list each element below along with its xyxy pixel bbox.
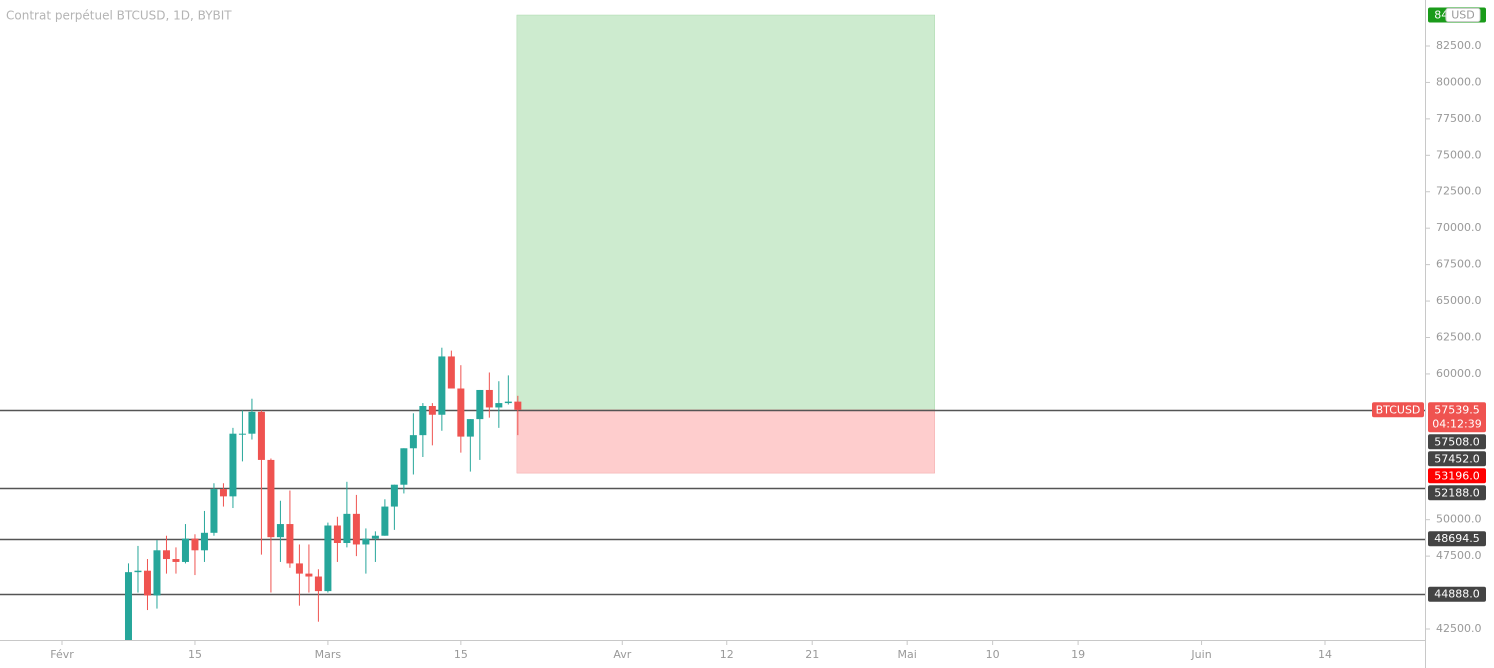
candle-body (172, 559, 180, 562)
x-tick-label: 15 (454, 648, 468, 661)
y-tick-label: 62500.0 (1436, 330, 1482, 343)
candle-body (305, 573, 313, 577)
y-tick-label: 77500.0 (1436, 112, 1482, 125)
y-tick-label: 47500.0 (1436, 549, 1482, 562)
candle-body (143, 570, 151, 596)
candle-body (485, 389, 493, 408)
candle-body (409, 435, 417, 449)
profit-zone (516, 14, 935, 411)
currency-badge (1445, 8, 1481, 23)
candle-body (333, 525, 341, 544)
candle-body (371, 535, 379, 539)
price-label-bg (1428, 531, 1486, 547)
candle-body (362, 538, 370, 545)
x-tick-label: Juin (1190, 648, 1211, 661)
candle-body (286, 524, 294, 564)
y-tick-label: 80000.0 (1436, 75, 1482, 88)
x-tick-label: Mai (898, 648, 917, 661)
candle-body (381, 506, 389, 536)
price-label: 57452.0 (1434, 452, 1480, 465)
candle-body (466, 419, 474, 437)
price-label-bg (1428, 485, 1486, 501)
candle-body (153, 550, 161, 596)
candle-body (343, 513, 351, 544)
plot-area (0, 14, 1425, 640)
price-label: 57539.5 (1434, 403, 1480, 416)
candle-body (134, 570, 142, 573)
candle-body (438, 356, 446, 415)
price-label-bg (1428, 468, 1486, 484)
y-tick-label: 50000.0 (1436, 513, 1482, 526)
price-label: 52188.0 (1434, 486, 1480, 499)
y-tick-label: 70000.0 (1436, 221, 1482, 234)
symbol-label: BTCUSD (1376, 403, 1421, 416)
candle-body (181, 538, 189, 562)
candle-body (276, 524, 284, 538)
countdown: 04:12:39 (1432, 417, 1481, 430)
y-tick-label: 65000.0 (1436, 294, 1482, 307)
candle-body (238, 433, 246, 435)
candle-body (124, 572, 132, 640)
price-label-bg (1428, 586, 1486, 602)
y-tick-label: 42500.0 (1436, 622, 1482, 635)
candle-body (419, 405, 427, 436)
currency-label: USD (1451, 9, 1475, 22)
x-tick-label: 15 (188, 648, 202, 661)
candle-body (162, 550, 170, 560)
candle-body (504, 401, 512, 404)
candle-body (390, 484, 398, 507)
candle-body (191, 538, 199, 551)
candle-body (295, 563, 303, 574)
price-label-bg (1428, 451, 1486, 467)
candle-body (352, 513, 360, 545)
candle-body (229, 433, 237, 497)
candle-body (428, 405, 436, 415)
loss-zone (516, 409, 935, 474)
price-label: 57508.0 (1434, 435, 1480, 448)
candle-body (400, 448, 408, 485)
x-tick-label: Févr (50, 648, 74, 661)
x-tick-label: 10 (986, 648, 1000, 661)
price-label: 48694.5 (1434, 532, 1480, 545)
y-tick-label: 72500.0 (1436, 185, 1482, 198)
price-label: 53196.0 (1434, 469, 1480, 482)
y-tick-label: 67500.0 (1436, 258, 1482, 271)
candle-body (457, 388, 465, 437)
chart-title: Contrat perpétuel BTCUSD, 1D, BYBIT (6, 9, 232, 23)
x-tick-label: 21 (805, 648, 819, 661)
candle-body (324, 525, 332, 592)
price-label-bg (1428, 402, 1486, 433)
candle-body (210, 489, 218, 533)
x-tick-label: Mars (315, 648, 342, 661)
x-tick-label: 19 (1071, 648, 1085, 661)
candle-body (514, 401, 522, 410)
x-tick-label: 12 (720, 648, 734, 661)
x-tick-label: Avr (613, 648, 631, 661)
y-tick-label: 75000.0 (1436, 148, 1482, 161)
y-tick-label: 82500.0 (1436, 39, 1482, 52)
x-tick-label: 14 (1318, 648, 1332, 661)
candle-body (219, 489, 227, 497)
price-label-bg (1428, 434, 1486, 450)
candle-body (248, 411, 256, 434)
price-label: 44888.0 (1434, 588, 1480, 601)
candle-body (267, 459, 275, 538)
candle-body (495, 403, 503, 408)
candle-body (314, 576, 322, 592)
candle-body (200, 532, 208, 551)
candle-body (447, 356, 455, 389)
y-tick-label: 60000.0 (1436, 367, 1482, 380)
symbol-badge (1372, 402, 1424, 418)
candle-body (476, 389, 484, 420)
candle-body (257, 411, 265, 460)
